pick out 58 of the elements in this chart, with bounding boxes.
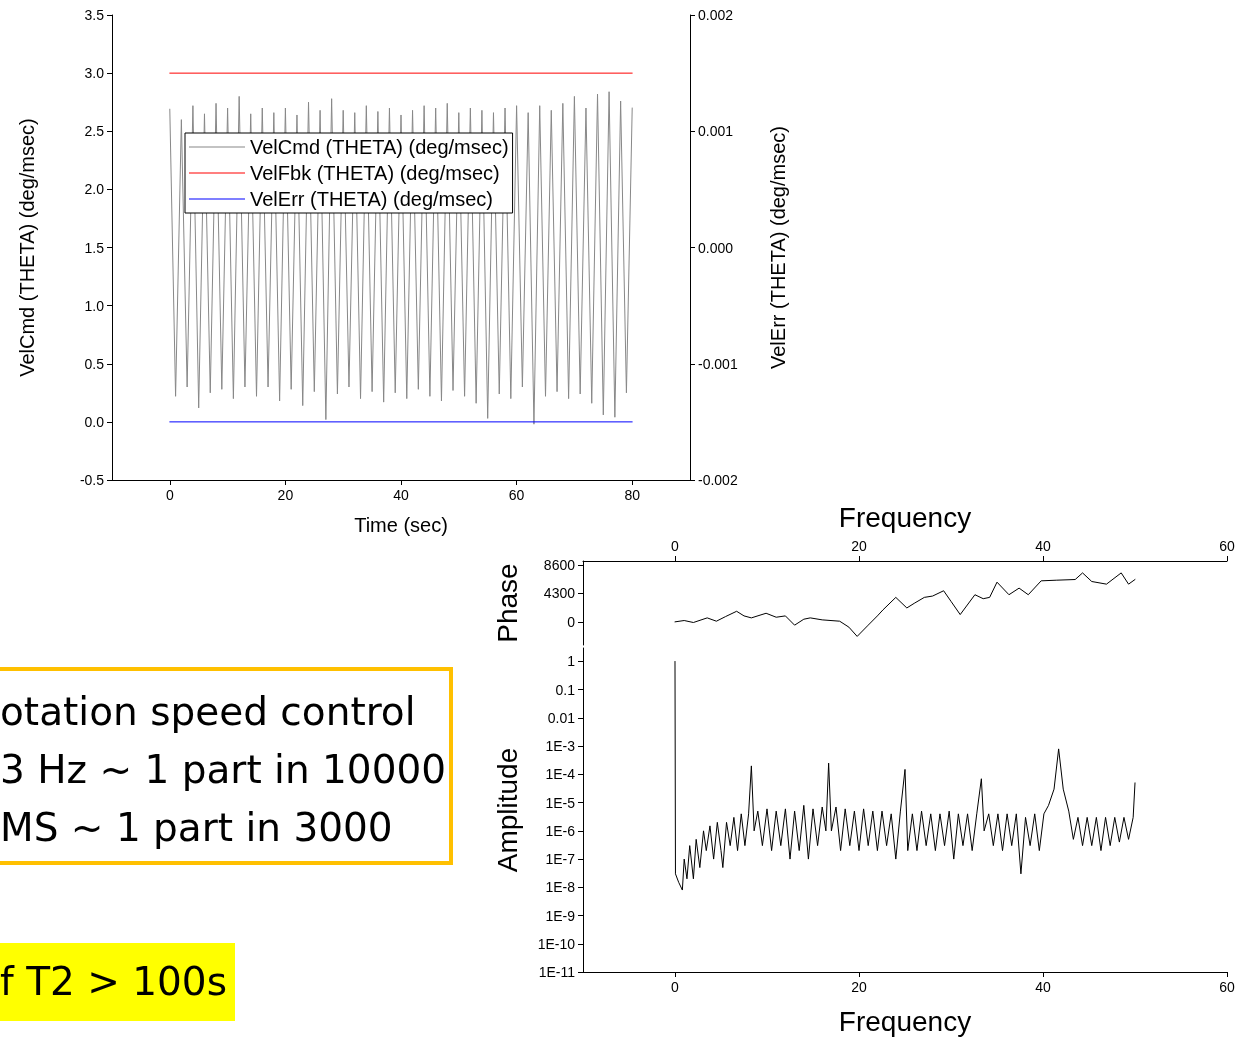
x-tick-label: 60 (508, 487, 525, 503)
y-tick-label: 3.5 (84, 7, 105, 23)
y-tick-label: 1.5 (84, 239, 105, 256)
text: otation speed control (0, 688, 417, 736)
x-tick-label: 20 (277, 487, 294, 503)
y-axis-title: Amplitude (491, 747, 523, 873)
y-tick-label: 2.0 (84, 181, 105, 198)
y-tick-label: 1E-3 (545, 738, 576, 755)
line-series (674, 572, 1136, 637)
y-tick-label: -0.5 (79, 472, 105, 488)
y-axis-title: VelCmd (THETA) (deg/msec) (16, 118, 38, 377)
x-tick-label: 80 (624, 487, 641, 503)
y-tick-label: 1E-9 (545, 907, 576, 924)
x-tick-label: 40 (1035, 979, 1051, 995)
y-tick-label: 3.0 (84, 65, 105, 82)
legend-label: VelFbk (THETA) (deg/msec) (250, 162, 500, 184)
y-tick-label: 0.0 (84, 413, 105, 430)
x-tick-label: 0 (165, 487, 174, 503)
x-tick-label: 60 (1219, 538, 1235, 554)
y2-tick-label: -0.001 (698, 355, 738, 372)
x-tick-label: 20 (851, 979, 867, 995)
line-series (674, 660, 1136, 891)
y-axis-title: Phase (491, 563, 523, 643)
y2-tick-label: 0.000 (698, 239, 734, 256)
x-axis-title: Frequency (838, 1005, 972, 1037)
x-tick-label: 40 (393, 487, 409, 503)
y-tick-label: 1.0 (84, 297, 105, 314)
text: MS ~ 1 part in 3000 (0, 804, 394, 852)
y-tick-label: 2.5 (84, 123, 105, 140)
x-tick-label: 20 (851, 538, 867, 554)
y-tick-label: 4300 (543, 585, 576, 602)
y2-tick-label: 0.001 (698, 123, 734, 140)
x-tick-label: 0 (671, 979, 680, 995)
y-tick-label: 1E-10 (537, 935, 576, 952)
text: f T2 > 100s (0, 958, 228, 1006)
y-tick-label: 1E-4 (545, 766, 576, 783)
legend-label: VelCmd (THETA) (deg/msec) (250, 136, 509, 158)
y2-tick-label: -0.002 (698, 472, 738, 488)
y-tick-label: 1E-11 (538, 964, 576, 980)
y2-axis-title: VelErr (THETA) (deg/msec) (767, 126, 789, 369)
y-tick-label: 0.01 (547, 709, 576, 726)
legend-label: VelErr (THETA) (deg/msec) (250, 188, 493, 210)
y-tick-label: 1E-5 (545, 794, 576, 811)
x-tick-label: 60 (1219, 979, 1235, 995)
y-tick-label: 1 (567, 653, 576, 670)
y-tick-label: 1E-8 (545, 879, 576, 896)
y-tick-label: 1E-6 (545, 822, 576, 839)
y-tick-label: 8600 (543, 556, 576, 573)
y-tick-label: 0 (567, 613, 576, 630)
text: 3 Hz ~ 1 part in 10000 (0, 746, 448, 794)
x-axis-title: Time (sec) (354, 514, 448, 536)
y-tick-label: 0.5 (84, 355, 105, 372)
y2-tick-label: 0.002 (698, 7, 734, 23)
x-tick-label: 40 (1035, 538, 1051, 554)
x-axis-title: Frequency (838, 501, 972, 533)
x-tick-label: 0 (671, 538, 680, 554)
y-tick-label: 0.1 (555, 681, 576, 698)
y-tick-label: 1E-7 (545, 851, 576, 868)
